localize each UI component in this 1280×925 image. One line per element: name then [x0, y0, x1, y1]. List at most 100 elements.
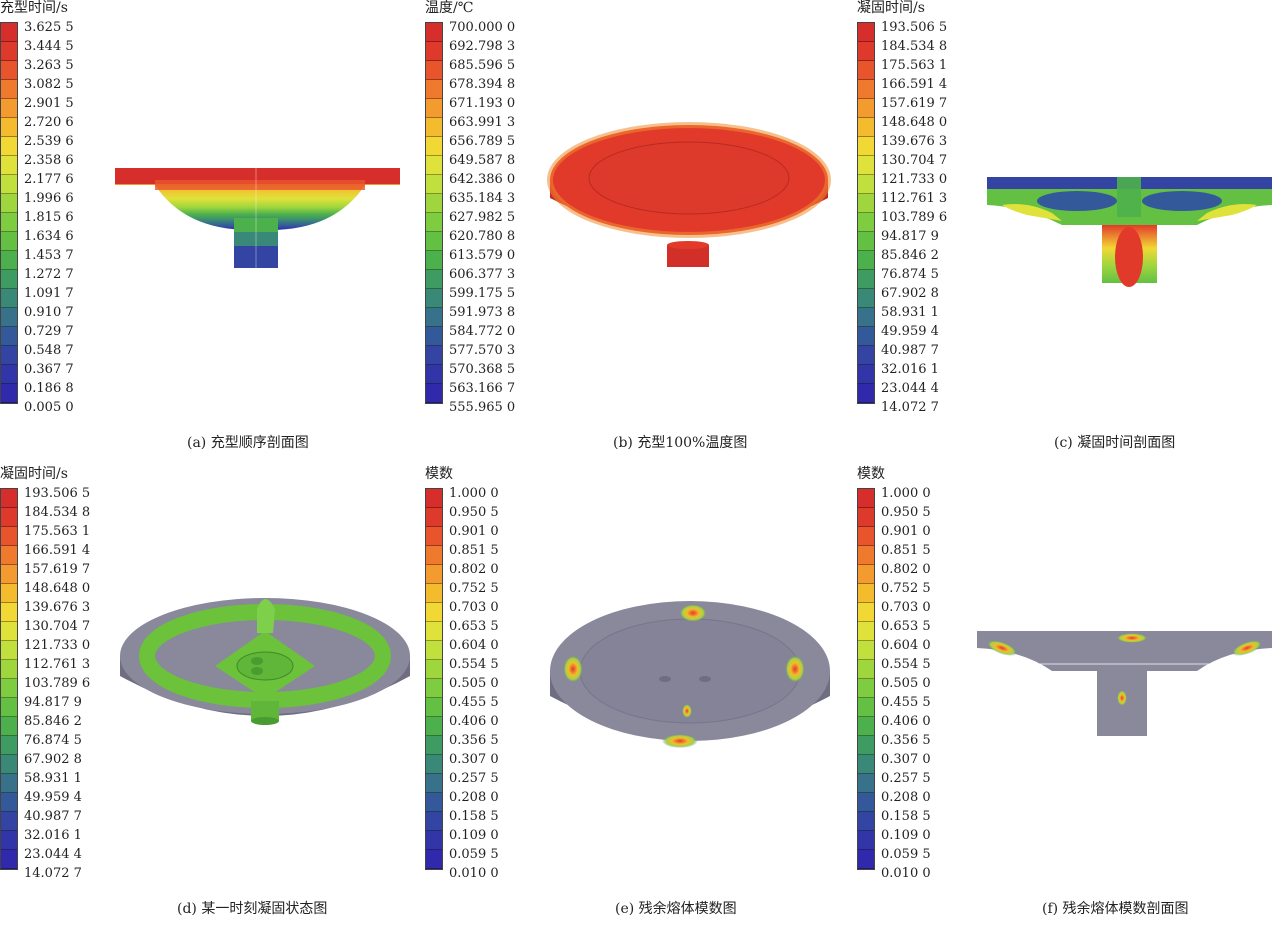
legend-band — [1, 289, 17, 308]
legend-tick-label: 0.910 7 — [24, 305, 74, 320]
legend-tick-label: 1.000 0 — [881, 486, 931, 501]
legend-tick-label: 0.208 0 — [881, 790, 931, 805]
legend-tick-label: 67.902 8 — [24, 752, 82, 767]
legend-band — [858, 565, 874, 584]
legend-band — [1, 346, 17, 365]
legend-band — [858, 156, 874, 175]
color-legend-bar — [857, 22, 875, 404]
legend-band — [1, 213, 17, 232]
legend-tick-label: 193.506 5 — [24, 486, 91, 501]
legend-tick-label: 0.604 0 — [881, 638, 931, 653]
legend-title: 凝固时间/s — [857, 0, 925, 16]
legend-band — [426, 80, 442, 99]
legend-band — [858, 793, 874, 812]
legend-band — [426, 622, 442, 641]
legend-tick-label: 700.000 0 — [449, 20, 516, 35]
legend-band — [858, 755, 874, 774]
legend-tick-label: 0.901 0 — [449, 524, 499, 539]
legend-title: 充型时间/s — [0, 0, 68, 16]
legend-band — [858, 270, 874, 289]
legend-band — [426, 698, 442, 717]
legend-band — [1, 42, 17, 61]
legend-band — [858, 717, 874, 736]
legend-band — [1, 251, 17, 270]
legend-band — [858, 232, 874, 251]
legend-tick-label: 0.950 5 — [449, 505, 499, 520]
legend-band — [426, 641, 442, 660]
legend-band — [1, 99, 17, 118]
legend-tick-label: 0.406 0 — [881, 714, 931, 729]
legend-tick-label: 649.587 8 — [449, 153, 516, 168]
legend-tick-label: 14.072 7 — [881, 400, 939, 415]
legend-tick-label: 130.704 7 — [881, 153, 948, 168]
legend-band — [858, 61, 874, 80]
legend-tick-label: 121.733 0 — [24, 638, 91, 653]
legend-band — [858, 384, 874, 403]
legend-tick-label: 591.973 8 — [449, 305, 516, 320]
legend-band — [426, 489, 442, 508]
legend-tick-label: 0.307 0 — [449, 752, 499, 767]
legend-band — [426, 660, 442, 679]
legend-tick-label: 0.752 5 — [449, 581, 499, 596]
legend-tick-label: 584.772 0 — [449, 324, 516, 339]
legend-band — [858, 584, 874, 603]
legend-tick-label: 166.591 4 — [24, 543, 91, 558]
legend-ticks: 700.000 0 692.798 3 685.596 5 678.394 8 671.… — [449, 18, 515, 417]
legend-tick-label: 0.109 0 — [449, 828, 499, 843]
legend-band — [858, 213, 874, 232]
legend-tick-label: 184.534 8 — [24, 505, 91, 520]
legend-band — [858, 508, 874, 527]
legend-band — [858, 641, 874, 660]
legend-band — [1, 736, 17, 755]
legend-tick-label: 94.817 9 — [24, 695, 82, 710]
legend-band — [426, 42, 442, 61]
legend-tick-label: 0.059 5 — [449, 847, 499, 862]
legend-tick-label: 0.548 7 — [24, 343, 74, 358]
legend-tick-label: 58.931 1 — [881, 305, 939, 320]
panel-c: 凝固时间/s 193.506 5 184.534 8 175.563 1 166.59… — [857, 0, 1277, 459]
legend-title: 温度/℃ — [425, 0, 474, 16]
legend-tick-label: 0.653 5 — [449, 619, 499, 634]
legend-tick-label: 0.307 0 — [881, 752, 931, 767]
legend-band — [1, 308, 17, 327]
legend-band — [1, 850, 17, 869]
legend-tick-label: 663.991 3 — [449, 115, 516, 130]
legend-tick-label: 606.377 3 — [449, 267, 516, 282]
legend-title: 模数 — [425, 466, 453, 482]
legend-band — [426, 565, 442, 584]
legend-tick-label: 23.044 4 — [881, 381, 939, 396]
legend-tick-label: 671.193 0 — [449, 96, 516, 111]
legend-tick-label: 112.761 3 — [881, 191, 948, 206]
legend-band — [858, 850, 874, 869]
legend-band — [858, 137, 874, 156]
color-legend-bar — [0, 22, 18, 404]
legend-tick-label: 148.648 0 — [24, 581, 91, 596]
legend-tick-label: 157.619 7 — [881, 96, 948, 111]
legend-band — [1, 175, 17, 194]
residual-melt-modulus-section-image — [977, 631, 1272, 736]
legend-tick-label: 85.846 2 — [881, 248, 939, 263]
legend-tick-label: 1.453 7 — [24, 248, 74, 263]
legend-band — [858, 736, 874, 755]
legend-band — [426, 365, 442, 384]
legend-tick-label: 0.257 5 — [449, 771, 499, 786]
legend-tick-label: 678.394 8 — [449, 77, 516, 92]
legend-tick-label: 555.965 0 — [449, 400, 516, 415]
legend-band — [426, 508, 442, 527]
legend-band — [1, 365, 17, 384]
legend-band — [426, 61, 442, 80]
legend-tick-label: 0.901 0 — [881, 524, 931, 539]
legend-tick-label: 620.780 8 — [449, 229, 516, 244]
legend-band — [1, 565, 17, 584]
legend-band — [1, 23, 17, 42]
color-legend-bar — [0, 488, 18, 870]
legend-tick-label: 0.356 5 — [449, 733, 499, 748]
legend-tick-label: 656.789 5 — [449, 134, 516, 149]
legend-tick-label: 0.186 8 — [24, 381, 74, 396]
legend-band — [426, 213, 442, 232]
legend-ticks: 1.000 0 0.950 5 0.901 0 0.851 5 0.802 0 0.752… — [449, 484, 499, 883]
legend-ticks: 193.506 5 184.534 8 175.563 1 166.591 4 157.… — [24, 484, 90, 883]
legend-tick-label: 570.368 5 — [449, 362, 516, 377]
legend-tick-label: 2.177 6 — [24, 172, 74, 187]
legend-band — [426, 175, 442, 194]
